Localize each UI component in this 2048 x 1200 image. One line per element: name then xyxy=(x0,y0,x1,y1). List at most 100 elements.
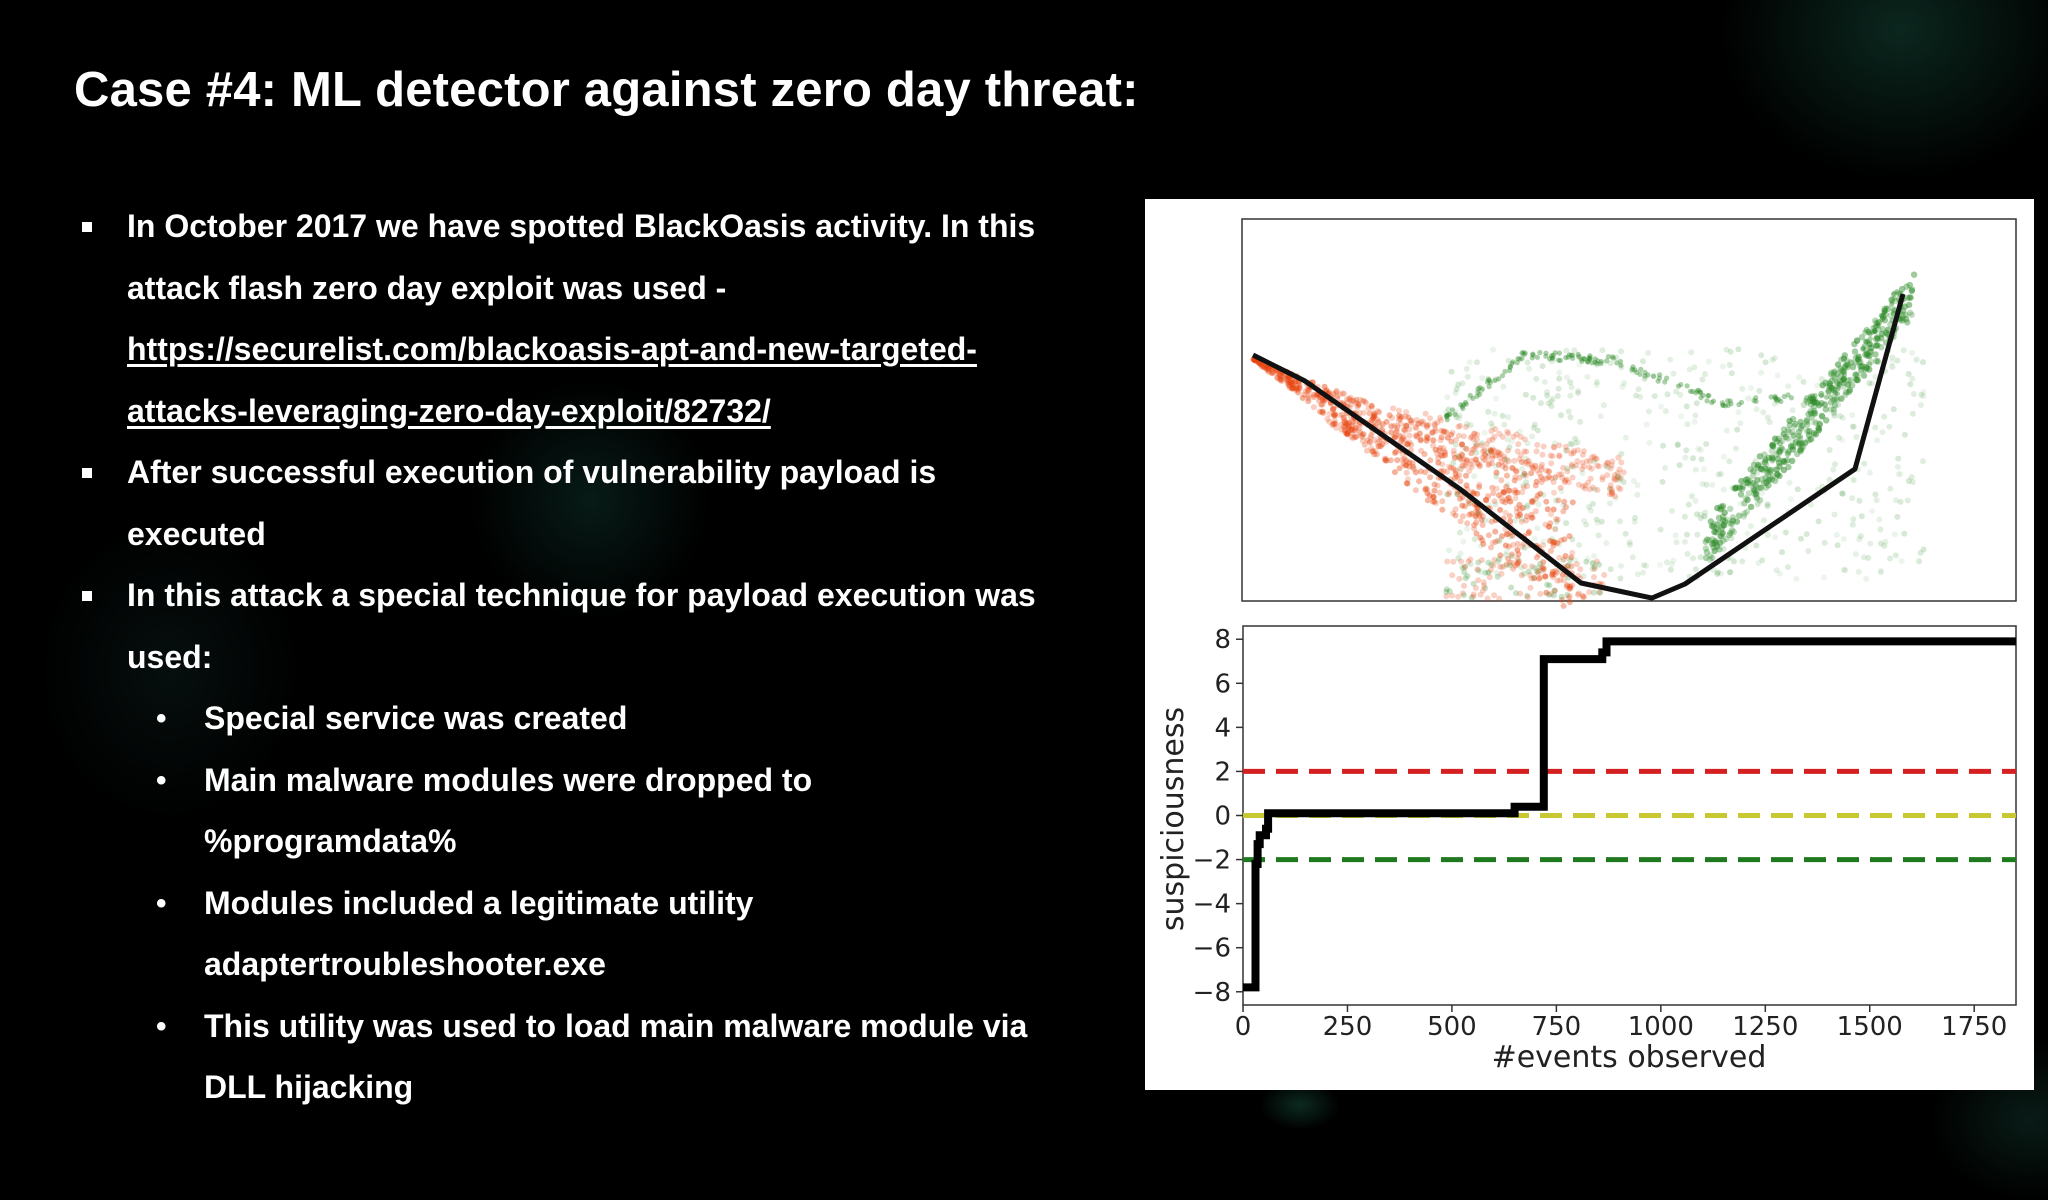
scatter-point xyxy=(1531,535,1538,542)
scatter-point xyxy=(1323,387,1330,394)
scatter-point xyxy=(1774,398,1781,405)
scatter-point xyxy=(1486,377,1492,383)
scatter-point xyxy=(1632,367,1638,373)
scatter-point xyxy=(1459,564,1466,571)
scatter-point xyxy=(1873,323,1880,330)
scatter-point xyxy=(1475,567,1482,574)
scatter-point xyxy=(1439,452,1445,459)
scatter-point xyxy=(1551,571,1558,578)
scatter-point xyxy=(1733,518,1741,525)
scatter-point xyxy=(1383,457,1390,464)
scatter-point xyxy=(1591,453,1598,460)
scatter-point xyxy=(1796,441,1803,448)
scatter-point xyxy=(1879,313,1885,319)
scatter-point xyxy=(1481,517,1488,524)
scatter-point xyxy=(1435,455,1442,462)
scatter-point xyxy=(1864,352,1871,359)
y-tick-label: −6 xyxy=(1193,934,1231,964)
scatter-point xyxy=(1449,592,1455,599)
scatter-point xyxy=(1470,436,1477,443)
scatter-point xyxy=(1657,372,1663,378)
scatter-point xyxy=(1467,434,1474,441)
scatter-point xyxy=(1432,428,1439,435)
scatter-point xyxy=(1556,357,1562,363)
scatter-point xyxy=(1884,326,1892,333)
scatter-point xyxy=(1467,422,1474,429)
scatter-point xyxy=(1586,464,1593,471)
scatter-point xyxy=(1485,462,1492,468)
scatter-point xyxy=(1616,518,1623,525)
scatter-point xyxy=(1773,438,1781,445)
scatter-point xyxy=(1258,362,1265,369)
suspiciousness-plot: 0 250 500 750 1000 1250 1500 1750 −8−6−4−202468… xyxy=(1156,625,2017,1075)
y-tick-label: −4 xyxy=(1193,890,1231,920)
scatter-point xyxy=(1459,502,1466,509)
scatter-point xyxy=(1818,412,1826,420)
scatter-point xyxy=(1269,370,1276,377)
scatter-point xyxy=(1317,408,1323,415)
scatter-point xyxy=(1483,441,1490,448)
bullet-continuation: attacks-leveraging-zero-day-exploit/8273… xyxy=(76,381,1126,443)
scatter-point xyxy=(1305,387,1311,394)
scatter-point xyxy=(1340,423,1347,430)
scatter-point xyxy=(1604,358,1610,364)
scatter-point xyxy=(1742,476,1749,484)
scatter-point xyxy=(1429,437,1436,444)
scatter-point xyxy=(1920,546,1927,553)
scatter-point xyxy=(1544,581,1551,588)
scatter-point xyxy=(1886,423,1893,430)
scatter-point xyxy=(1388,429,1395,436)
scatter-point xyxy=(1554,577,1561,584)
scatter-point xyxy=(1549,355,1556,361)
scatter-point xyxy=(1481,456,1487,463)
scatter-point xyxy=(1797,418,1804,426)
scatter-point xyxy=(1502,509,1509,516)
scatter-point xyxy=(1754,469,1761,476)
scatter-point xyxy=(1528,575,1535,582)
scatter-point xyxy=(1529,499,1536,506)
scatter-point xyxy=(1905,478,1912,484)
scatter-point xyxy=(1629,368,1636,375)
scatter-point xyxy=(1762,484,1770,491)
scatter-point xyxy=(1664,375,1670,381)
scatter-point xyxy=(1486,517,1493,524)
scatter-point xyxy=(1846,386,1854,394)
scatter-point xyxy=(1692,466,1699,473)
scatter-point xyxy=(1643,421,1650,428)
scatter-point xyxy=(1575,590,1582,597)
scatter-point xyxy=(1612,493,1618,500)
scatter-point xyxy=(1778,445,1785,452)
scatter-point xyxy=(1343,419,1350,426)
scatter-point xyxy=(1870,325,1876,331)
scatter-point xyxy=(1514,489,1521,496)
securelist-link[interactable]: attacks-leveraging-zero-day-exploit/8273… xyxy=(127,392,771,429)
scatter-point xyxy=(1495,461,1502,468)
scatter-point xyxy=(1575,387,1582,394)
scatter-point xyxy=(1697,446,1704,453)
scatter-point xyxy=(1807,393,1813,399)
scatter-point xyxy=(1488,518,1495,525)
scatter-point xyxy=(1264,366,1271,373)
scatter-point xyxy=(1551,539,1558,546)
securelist-link[interactable]: https://securelist.com/blackoasis-apt-an… xyxy=(127,331,977,367)
scatter-point xyxy=(1454,490,1461,497)
scatter-point xyxy=(1815,518,1822,525)
scatter-point xyxy=(1617,475,1624,482)
sub-bullet-continuation: DLL hijacking xyxy=(76,1057,1126,1119)
scatter-point xyxy=(1452,441,1459,448)
scatter-point xyxy=(1559,557,1566,564)
scatter-point xyxy=(1347,397,1354,404)
scatter-point xyxy=(1630,478,1637,484)
scatter-point xyxy=(1515,558,1522,565)
scatter-point xyxy=(1464,520,1471,527)
scatter-point xyxy=(1598,361,1604,367)
scatter-point xyxy=(1539,363,1546,370)
scatter-point xyxy=(1837,413,1844,420)
scatter-point xyxy=(1874,334,1881,341)
scatter-point xyxy=(1503,496,1510,503)
scatter-point xyxy=(1704,398,1710,404)
scatter-point xyxy=(1510,359,1516,365)
scatter-point xyxy=(1705,393,1711,399)
scatter-point xyxy=(1613,354,1620,361)
scatter-point xyxy=(1836,381,1842,387)
